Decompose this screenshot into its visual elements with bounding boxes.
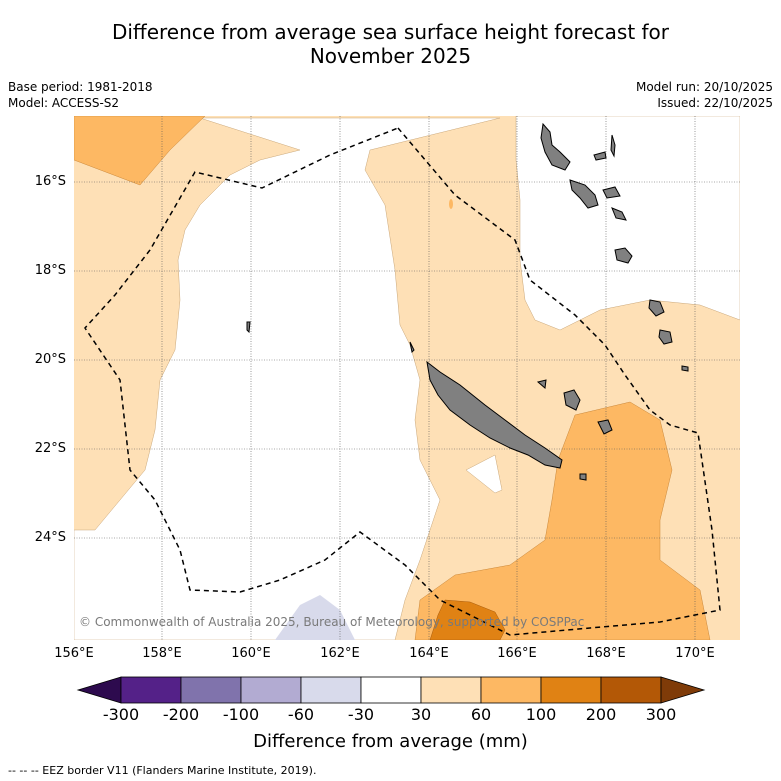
- colorbar-tick-n200: -200: [162, 705, 200, 724]
- colorbar-bin-p200-p300: [600, 676, 662, 704]
- colorbar-bin-p100-p200: [540, 676, 602, 704]
- vanuatu-island-3: [610, 134, 616, 158]
- colorbar-bin-n30-p30: [360, 676, 422, 704]
- loyalty-island-3: [536, 379, 547, 389]
- base-period: Base period: 1981-2018: [8, 80, 153, 94]
- colorbar-tick-p60: 60: [470, 705, 492, 724]
- lat-label-22s: 22°S: [34, 441, 66, 456]
- colorbar-tick-p300: 300: [645, 705, 677, 724]
- new-caledonia-island: [426, 360, 563, 469]
- colorbar-tick-n30: -30: [347, 705, 375, 724]
- lon-label-158e: 158°E: [142, 646, 182, 661]
- lat-label-24s: 24°S: [34, 530, 66, 545]
- lon-label-156e: 156°E: [54, 646, 94, 661]
- island-small-4: [246, 321, 251, 334]
- colorbar-tick-n60: -60: [287, 705, 315, 724]
- colorbar-extend-min: [76, 676, 122, 704]
- issued-date: Issued: 22/10/2025: [657, 96, 773, 110]
- colorbar-bin-n200-n100: [180, 676, 242, 704]
- model-run: Model run: 20/10/2025: [635, 80, 773, 94]
- title-line-1: Difference from average sea surface heig…: [111, 20, 670, 44]
- copyright-text: © Commonwealth of Australia 2025, Bureau…: [79, 615, 585, 629]
- lat-label-18s: 18°S: [34, 263, 66, 278]
- lon-label-168e: 168°E: [586, 646, 626, 661]
- colorbar-bin-n60-n30: [300, 676, 362, 704]
- island-small-2: [681, 365, 689, 372]
- colorbar: [76, 676, 706, 704]
- lon-label-166e: 166°E: [497, 646, 537, 661]
- colorbar-bin-p60-p100: [480, 676, 542, 704]
- lon-label-164e: 164°E: [409, 646, 449, 661]
- colorbar-title: Difference from average (mm): [253, 731, 528, 752]
- colorbar-tick-n100: -100: [222, 705, 260, 724]
- lat-label-20s: 20°S: [34, 352, 66, 367]
- lat-label-16s: 16°S: [34, 174, 66, 189]
- vanuatu-island-4: [569, 179, 599, 209]
- loyalty-island-1: [563, 389, 581, 411]
- vanuatu-island-2: [593, 151, 607, 161]
- colorbar-extend-max: [660, 676, 706, 704]
- lon-label-170e: 170°E: [675, 646, 715, 661]
- land-masses: [246, 122, 689, 481]
- near-average-region-east: [515, 116, 740, 331]
- island-small-1: [658, 329, 673, 345]
- near-average-region-west: [74, 117, 501, 640]
- map-area: [74, 116, 740, 640]
- vanuatu-island-1: [540, 122, 571, 171]
- island-small-5: [409, 341, 415, 354]
- anomaly-30-60-west-edge: [74, 116, 200, 520]
- eez-legend: -- -- -- EEZ border V11 (Flanders Marine…: [8, 764, 317, 777]
- colorbar-tick-p30: 30: [410, 705, 432, 724]
- anomaly-60-100-southeast: [414, 401, 711, 640]
- colorbar-bin-p30-p60: [420, 676, 482, 704]
- vanuatu-island-8: [648, 299, 665, 317]
- anomaly-small-spot: [449, 199, 453, 209]
- model-name: Model: ACCESS-S2: [8, 96, 120, 110]
- colorbar-bin-n300-n200: [120, 676, 182, 704]
- anomaly-60-100-northwest: [74, 116, 206, 186]
- lon-label-160e: 160°E: [231, 646, 271, 661]
- vanuatu-island-7: [614, 247, 633, 264]
- island-small-3: [579, 473, 587, 481]
- anomaly-100-200-patch: [429, 599, 506, 640]
- colorbar-tick-p200: 200: [585, 705, 617, 724]
- colorbar-tick-p100: 100: [525, 705, 557, 724]
- colorbar-tick-n300: -300: [102, 705, 140, 724]
- title-line-2: November 2025: [309, 44, 472, 68]
- lon-label-162e: 162°E: [320, 646, 360, 661]
- near-average-pocket: [465, 454, 503, 494]
- loyalty-island-2: [597, 419, 613, 435]
- vanuatu-island-6: [611, 207, 627, 221]
- anomaly-minus30-minus60-patch: [275, 595, 355, 640]
- graticule: [74, 116, 740, 640]
- colorbar-bin-n100-n60: [240, 676, 302, 704]
- vanuatu-island-5: [602, 186, 621, 199]
- eez-border-line: [84, 127, 721, 636]
